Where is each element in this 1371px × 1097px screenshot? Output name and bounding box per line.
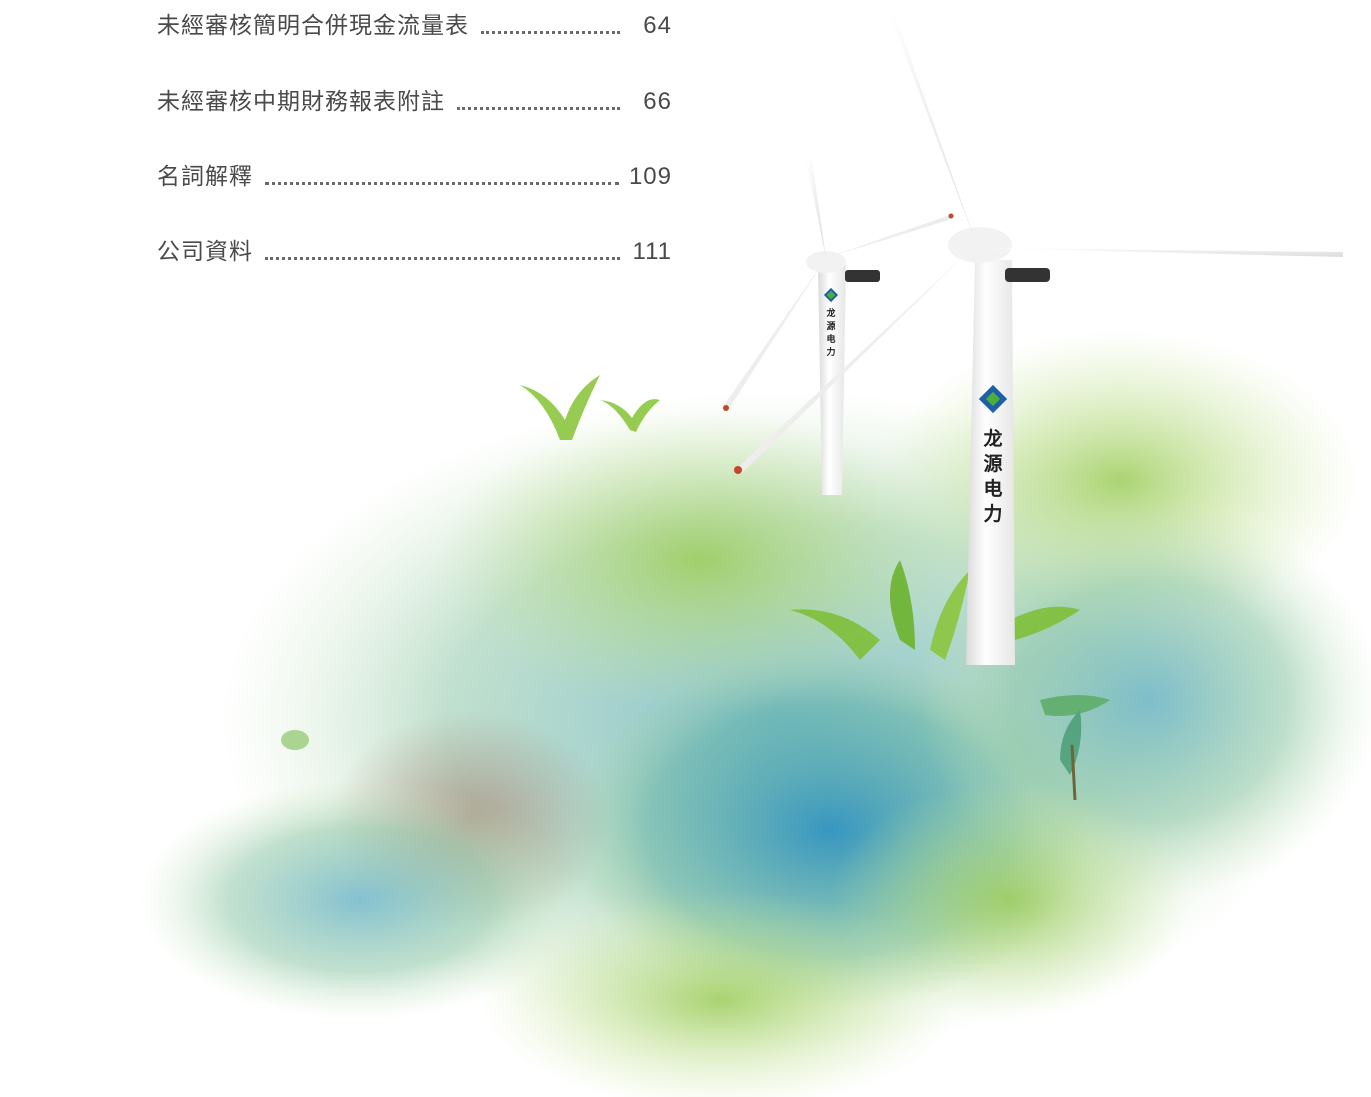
toc-entry-title: 未經審核中期財務報表附註 bbox=[157, 89, 445, 115]
large-wind-turbine: 龙 源 电 力 bbox=[734, 15, 1343, 665]
toc-entry-page: 64 bbox=[643, 12, 672, 39]
toc-entry-title: 未經審核簡明合併現金流量表 bbox=[157, 13, 469, 39]
small-brand-char-3: 电 bbox=[826, 333, 835, 345]
small-brand-char-1: 龙 bbox=[825, 307, 835, 319]
leaf-cluster-icon bbox=[790, 560, 1110, 801]
toc-entry-glossary[interactable]: 名詞解釋 109 bbox=[157, 151, 672, 191]
large-brand-char-2: 源 bbox=[983, 452, 1002, 475]
watercolor-ground bbox=[140, 330, 1371, 1097]
toc-entry-title: 名詞解釋 bbox=[157, 164, 253, 190]
dot-leader bbox=[457, 107, 620, 110]
small-logo-icon bbox=[823, 287, 839, 303]
large-logo-icon bbox=[978, 384, 1008, 414]
large-brand-char-4: 力 bbox=[983, 502, 1002, 525]
small-plants-icon bbox=[520, 375, 660, 440]
toc-entry-cash-flow[interactable]: 未經審核簡明合併現金流量表 64 bbox=[157, 0, 672, 40]
toc-entry-page: 66 bbox=[643, 88, 672, 115]
small-brand-char-2: 源 bbox=[826, 320, 835, 332]
toc-entry-corporate-info[interactable]: 公司資料 111 bbox=[157, 226, 672, 266]
dot-leader bbox=[265, 182, 619, 185]
dot-leader bbox=[481, 31, 620, 34]
toc-entry-notes[interactable]: 未經審核中期財務報表附註 66 bbox=[157, 76, 672, 116]
toc-entry-title: 公司資料 bbox=[157, 239, 253, 265]
dot-leader bbox=[265, 257, 620, 260]
toc-entry-page: 111 bbox=[632, 238, 672, 265]
large-brand-char-1: 龙 bbox=[983, 427, 1002, 450]
large-brand-char-3: 电 bbox=[983, 477, 1002, 500]
toc-entry-page: 109 bbox=[628, 163, 672, 190]
small-brand-char-4: 力 bbox=[826, 346, 835, 358]
